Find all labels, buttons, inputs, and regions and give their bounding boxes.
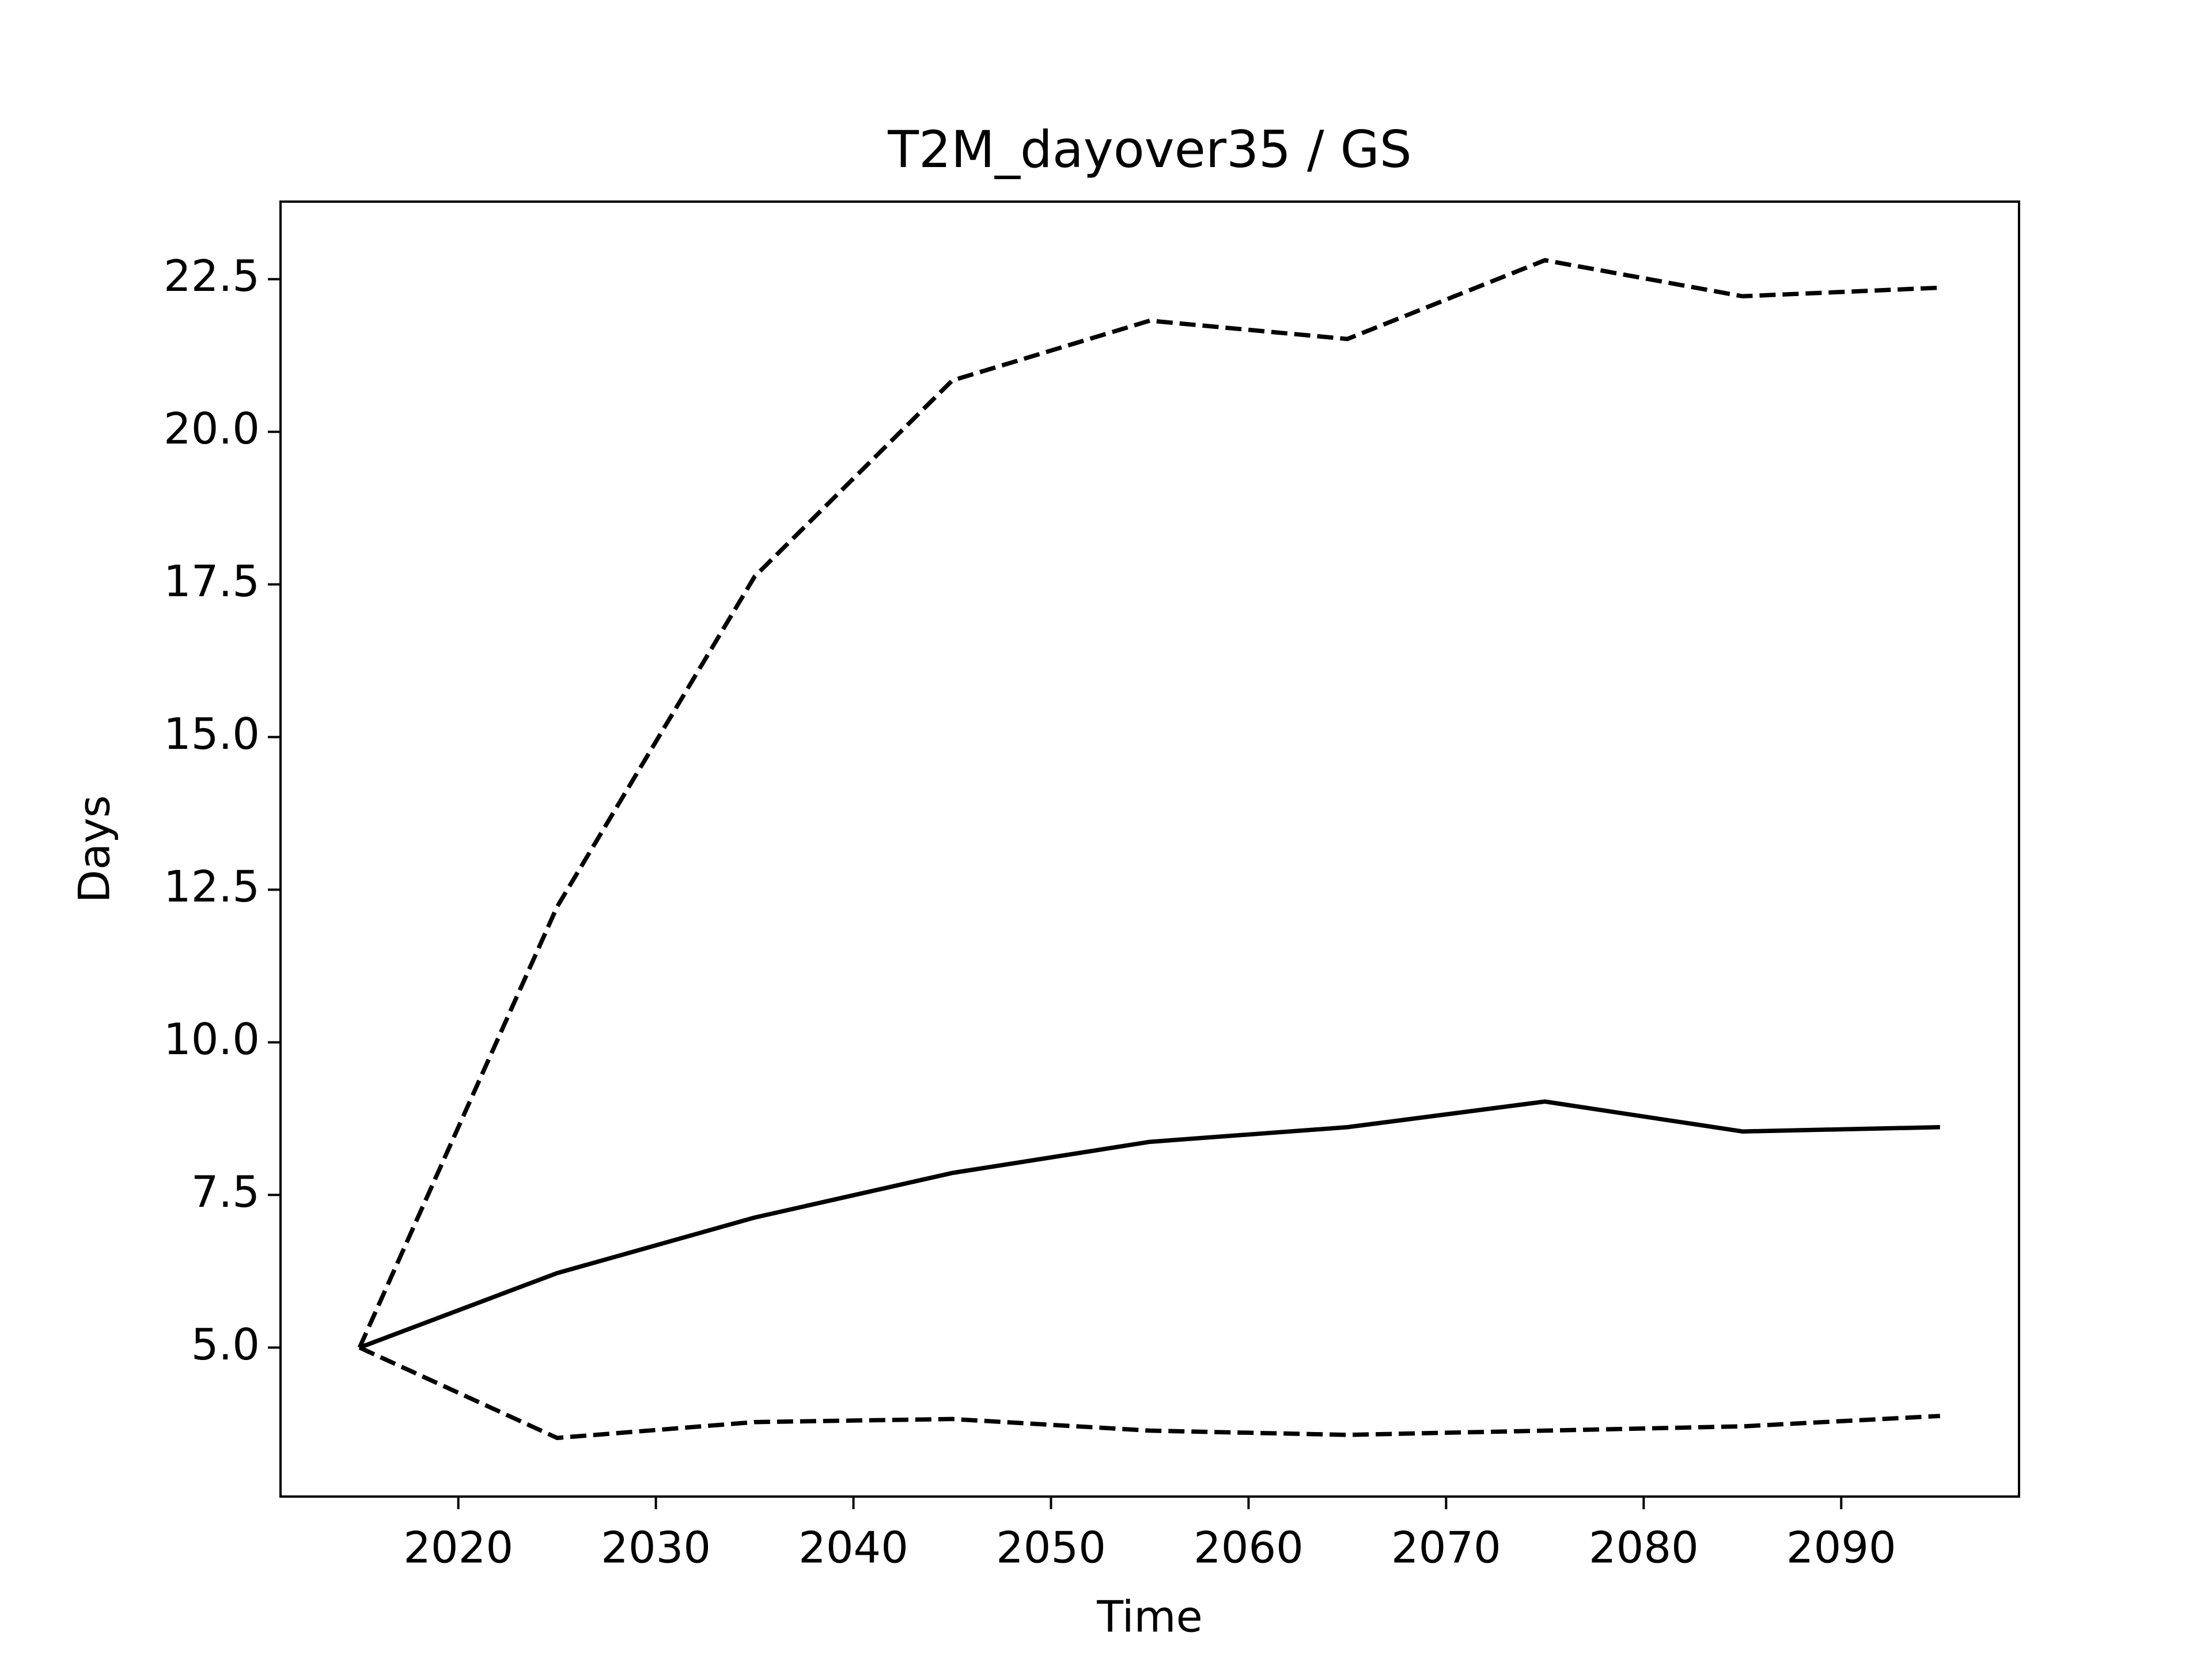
y-tick-label: 17.5: [164, 556, 260, 607]
x-tick-label: 2050: [996, 1522, 1106, 1573]
y-tick-label: 15.0: [164, 709, 260, 759]
x-tick-label: 2060: [1194, 1522, 1304, 1573]
x-tick-label: 2040: [798, 1522, 908, 1573]
y-tick-label: 22.5: [164, 251, 260, 301]
y-tick-label: 5.0: [191, 1319, 260, 1370]
y-tick-label: 7.5: [191, 1166, 260, 1217]
x-tick-label: 2070: [1391, 1522, 1501, 1573]
line-series: [358, 1345, 1941, 1440]
y-tick-label: 20.0: [164, 403, 260, 454]
y-tick-label: 10.0: [164, 1014, 260, 1065]
chart-title: T2M_dayover35 / GS: [887, 120, 1411, 179]
line-series: [357, 257, 1940, 1349]
x-tick-label: 2030: [601, 1522, 711, 1573]
x-tick-label: 2020: [403, 1522, 513, 1573]
x-axis-label: Time: [1096, 1592, 1203, 1642]
y-axis-label: Days: [69, 795, 120, 903]
x-tick-label: 2080: [1589, 1522, 1699, 1573]
y-tick-label: 12.5: [164, 861, 260, 912]
plot-frame: [279, 200, 2020, 1498]
line-series: [358, 1099, 1940, 1350]
x-tick-label: 2090: [1786, 1522, 1896, 1573]
